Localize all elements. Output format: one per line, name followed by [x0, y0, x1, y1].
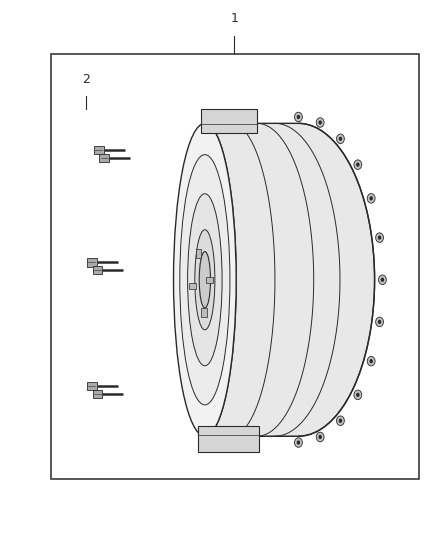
- Bar: [87, 258, 97, 266]
- Ellipse shape: [187, 193, 222, 366]
- Circle shape: [378, 275, 386, 285]
- Bar: [196, 249, 201, 257]
- Text: 2: 2: [82, 73, 90, 86]
- Circle shape: [378, 320, 381, 324]
- Circle shape: [318, 435, 322, 439]
- Polygon shape: [205, 123, 374, 436]
- Ellipse shape: [180, 155, 230, 405]
- Ellipse shape: [173, 123, 236, 436]
- Circle shape: [336, 416, 344, 425]
- Circle shape: [376, 233, 384, 243]
- Bar: [87, 382, 97, 390]
- Ellipse shape: [195, 230, 215, 330]
- Circle shape: [376, 317, 384, 327]
- Circle shape: [316, 432, 324, 442]
- Circle shape: [316, 118, 324, 127]
- Text: 1: 1: [230, 12, 238, 25]
- Ellipse shape: [199, 252, 211, 308]
- Circle shape: [367, 193, 375, 203]
- Circle shape: [336, 134, 344, 143]
- Circle shape: [354, 390, 362, 400]
- Circle shape: [297, 115, 300, 119]
- Circle shape: [297, 440, 300, 445]
- Bar: [201, 109, 257, 133]
- Circle shape: [294, 112, 302, 122]
- Bar: [198, 426, 259, 451]
- Circle shape: [369, 359, 373, 364]
- Bar: [206, 277, 213, 283]
- Circle shape: [356, 393, 360, 397]
- Circle shape: [318, 120, 322, 125]
- Circle shape: [367, 357, 375, 366]
- Bar: [201, 308, 207, 317]
- Circle shape: [294, 438, 302, 447]
- Circle shape: [381, 278, 384, 282]
- Circle shape: [354, 160, 362, 169]
- Circle shape: [356, 163, 360, 167]
- Bar: [51, 54, 419, 479]
- Bar: [93, 266, 102, 274]
- Circle shape: [339, 418, 342, 423]
- Bar: [189, 283, 196, 289]
- Bar: [93, 390, 102, 398]
- Circle shape: [378, 236, 381, 240]
- Circle shape: [339, 136, 342, 141]
- Circle shape: [369, 196, 373, 200]
- Bar: [94, 146, 104, 154]
- Bar: [99, 154, 109, 162]
